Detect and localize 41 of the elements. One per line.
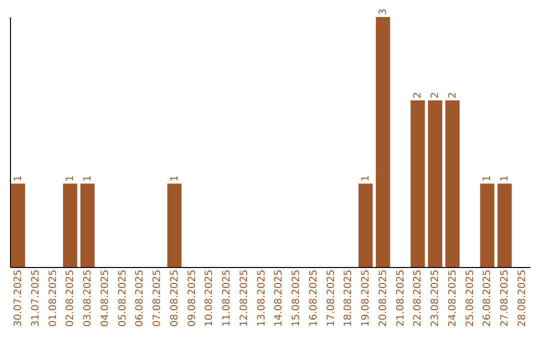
x-tick-label: 08.08.2025 [169,270,180,327]
x-tick-label: 30.07.2025 [12,270,24,327]
data-label: 2 [447,92,458,98]
x-tick-label: 06.08.2025 [134,270,146,327]
x-tick-label: 02.08.2025 [65,270,76,327]
data-label: 1 [169,175,180,182]
x-tick-label: 12.08.2025 [238,270,250,327]
data-label: 1 [360,175,372,182]
x-tick-label: 31.07.2025 [30,270,42,327]
data-label: 3 [378,8,389,15]
data-label: 1 [482,175,494,182]
x-tick-label: 04.08.2025 [100,270,111,327]
data-label: 1 [12,175,24,182]
x-tick-label: 14.08.2025 [274,270,285,327]
x-tick-label: 09.08.2025 [186,270,198,327]
data-label: 1 [65,175,76,182]
data-label: 2 [412,92,424,98]
data-label: 1 [82,175,94,182]
x-tick-label: 10.08.2025 [204,270,216,327]
x-tick-label: 01.08.2025 [48,270,59,327]
data-label: 1 [500,175,511,182]
x-tick-label: 24.08.2025 [447,270,458,327]
x-tick-label: 15.08.2025 [291,270,302,327]
x-tick-label: 19.08.2025 [360,270,372,327]
x-tick-label: 13.08.2025 [256,270,268,327]
x-tick-label: 03.08.2025 [82,270,94,327]
x-tick-label: 21.08.2025 [395,270,406,327]
x-tick-label: 16.08.2025 [308,270,320,327]
x-tick-label: 27.08.2025 [500,270,511,327]
x-tick-label: 28.08.2025 [517,270,528,327]
data-label: 2 [430,92,442,98]
x-tick-label: 22.08.2025 [412,270,424,327]
x-tick-label: 26.08.2025 [482,270,494,327]
x-tick-label: 11.08.2025 [222,270,233,327]
x-tick-label: 23.08.2025 [430,270,442,327]
x-tick-label: 07.08.2025 [152,270,164,327]
x-tick-label: 18.08.2025 [343,270,354,327]
x-tick-label: 20.08.2025 [378,270,389,327]
x-tick-label: 05.08.2025 [117,270,128,327]
x-tick-label: 25.08.2025 [464,270,476,327]
x-tick-label: 17.08.2025 [326,270,337,327]
